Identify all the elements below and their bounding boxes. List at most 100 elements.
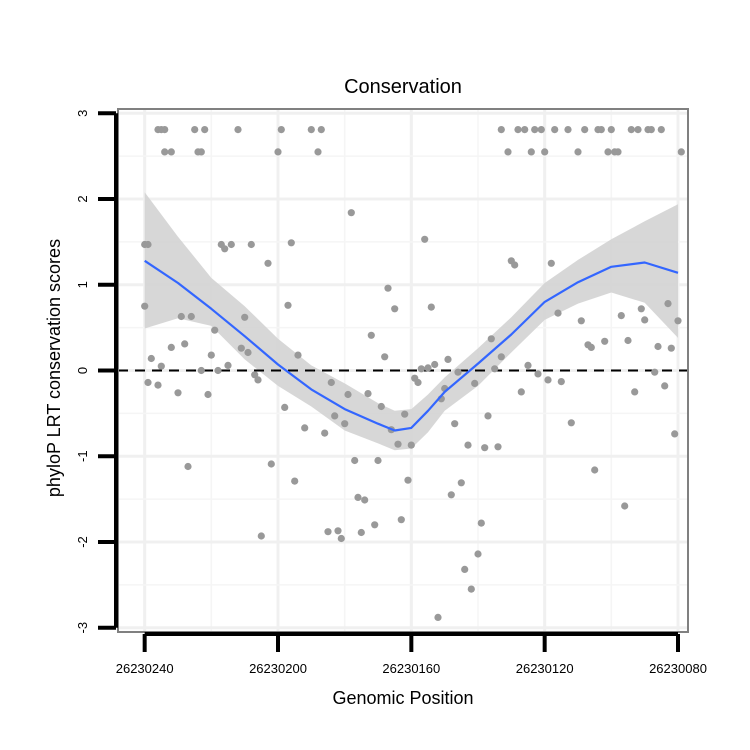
data-point [634,126,642,134]
data-point [251,371,259,379]
data-point [607,126,615,134]
data-point [334,527,342,535]
data-point [497,353,505,361]
data-point [161,148,169,156]
data-point [371,521,379,529]
data-points [141,126,685,622]
data-point [157,362,165,370]
y-tick-label: -1 [75,450,90,462]
data-point [527,148,535,156]
data-point [344,390,352,399]
y-axis: -3 -2 -1 0 1 2 3 [75,110,118,634]
data-point [181,340,189,348]
data-point [234,126,242,134]
data-point [637,305,645,313]
data-point [224,361,232,369]
data-point [407,441,415,449]
data-point [624,336,632,345]
data-point [494,443,502,451]
data-point [274,148,282,156]
data-point [421,235,429,243]
data-point [574,148,582,156]
x-tick-label: 26230080 [649,661,707,676]
data-point [541,148,549,156]
data-point [221,245,229,253]
data-point [461,565,469,574]
x-tick-label: 26230240 [116,661,174,676]
data-point [211,326,219,334]
data-point [254,376,262,384]
data-point [267,460,275,468]
data-point [197,148,205,156]
data-point [477,519,485,527]
data-point [161,126,169,134]
data-point [497,126,505,134]
data-point [487,335,495,343]
data-point [504,148,512,156]
data-point [144,378,152,387]
data-point [301,424,309,432]
data-point [341,420,349,428]
data-point [434,613,442,622]
data-point [604,148,612,156]
data-point [331,412,339,420]
data-point [197,366,205,375]
data-point [631,388,639,396]
data-point [401,410,409,418]
data-point [321,429,329,437]
data-point [247,240,255,249]
data-point [674,317,682,325]
chart-title: Conservation [344,76,462,98]
data-point [214,366,222,375]
data-point [361,496,369,504]
y-tick-label: -3 [75,622,90,634]
data-point [537,126,545,134]
x-axis-label: Genomic Position [332,688,473,708]
data-point [524,361,532,369]
y-tick-label: 1 [75,281,90,288]
confidence-band [144,192,678,451]
x-tick-label: 26230160 [382,661,440,676]
data-point [641,316,649,324]
data-point [174,389,182,397]
data-point [397,516,405,524]
data-point [257,532,265,540]
data-point [491,365,499,373]
data-point [664,300,672,308]
data-point [481,444,489,452]
data-point [484,412,492,420]
data-point [474,550,482,558]
data-point [597,126,605,134]
data-point [364,390,372,398]
data-point [657,126,665,134]
data-point [184,462,192,471]
data-point [317,126,325,134]
data-point [514,126,522,134]
x-tick-label: 26230200 [249,661,307,676]
data-point [517,388,525,396]
data-point [327,378,335,387]
data-point [177,312,185,321]
data-point [534,370,542,378]
data-point [314,148,322,156]
y-axis-label: phyloP LRT conservation scores [44,239,64,497]
data-point [591,466,599,474]
data-point [324,528,332,536]
data-point [601,337,609,345]
data-point [354,493,362,501]
data-point [457,479,465,487]
data-point [384,284,392,292]
data-point [627,126,635,134]
data-point [307,126,315,134]
data-point [447,491,455,499]
data-point [394,440,402,448]
data-point [621,502,629,510]
data-point [167,148,175,156]
data-point [287,239,295,247]
data-point [671,430,679,438]
data-point [141,302,149,310]
data-point [154,381,162,389]
data-point [381,353,389,361]
smooth-line [144,259,679,432]
